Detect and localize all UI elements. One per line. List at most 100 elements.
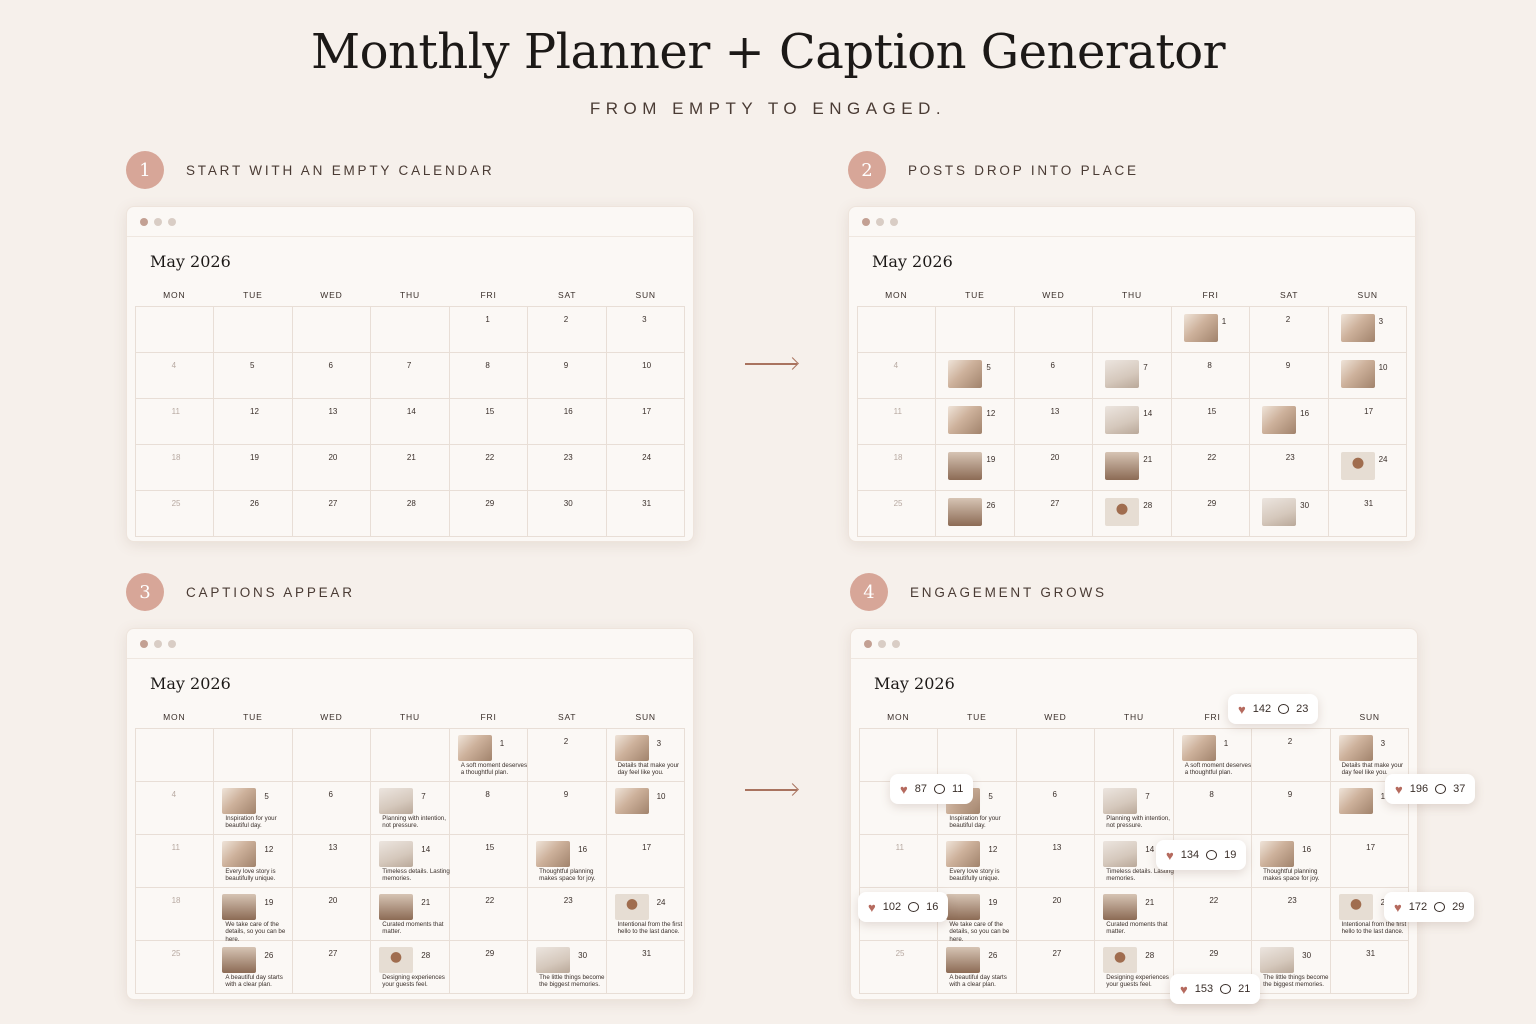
calendar-day-cell[interactable]: 27 [1014, 491, 1094, 537]
post-thumbnail[interactable] [614, 788, 649, 814]
post-thumbnail[interactable] [379, 788, 414, 814]
window-minimize-dot[interactable] [154, 217, 162, 226]
calendar-day-cell[interactable]: 16 Thoughtful planning makes space for jo… [528, 835, 607, 888]
calendar-day-cell[interactable] [136, 729, 215, 782]
calendar-day-cell[interactable] [292, 729, 372, 782]
post-thumbnail[interactable] [1338, 788, 1373, 814]
calendar-day-cell[interactable]: 23 [528, 888, 607, 941]
calendar-day-cell[interactable] [292, 307, 372, 353]
calendar-day-cell[interactable]: 20 [292, 445, 372, 491]
calendar-day-cell[interactable]: 6 [292, 782, 372, 835]
calendar-day-cell[interactable]: 27 [292, 491, 372, 537]
calendar-day-cell[interactable]: 7 [1093, 353, 1172, 399]
post-thumbnail[interactable] [536, 841, 571, 867]
calendar-day-cell[interactable]: 4 [858, 353, 937, 399]
calendar-day-cell[interactable]: 4 [136, 353, 215, 399]
post-thumbnail[interactable] [1105, 498, 1140, 526]
calendar-day-cell[interactable]: 21 [1093, 445, 1172, 491]
window-close-dot[interactable] [140, 639, 148, 648]
calendar-day-cell[interactable]: 7 Planning with intention, not pressure. [1095, 782, 1174, 835]
post-thumbnail[interactable] [222, 947, 257, 973]
calendar-day-cell[interactable]: 20 [1014, 445, 1094, 491]
calendar-day-cell[interactable]: 11 [136, 399, 215, 445]
calendar-day-cell[interactable]: 9 [528, 353, 607, 399]
calendar-day-cell[interactable]: 17 [606, 399, 685, 445]
calendar-day-cell[interactable]: 2 [1250, 307, 1329, 353]
calendar-day-cell[interactable]: 24 [606, 445, 685, 491]
calendar-day-cell[interactable]: 15 [449, 399, 529, 445]
window-zoom-dot[interactable] [168, 217, 176, 226]
calendar-day-cell[interactable]: 5 Inspiration for your beautiful day. [214, 782, 293, 835]
calendar-day-cell[interactable]: 25 [136, 941, 215, 994]
post-thumbnail[interactable] [379, 841, 414, 867]
calendar-day-cell[interactable]: 4 [136, 782, 215, 835]
calendar-day-cell[interactable]: 13 [1014, 399, 1094, 445]
calendar-day-cell[interactable]: 11 [136, 835, 215, 888]
post-thumbnail[interactable] [1105, 452, 1140, 480]
calendar-day-cell[interactable]: 19 [214, 445, 293, 491]
calendar-day-cell[interactable]: 3 Details that make your day feel like yo… [606, 729, 685, 782]
calendar-day-cell[interactable] [214, 307, 293, 353]
window-close-dot[interactable] [140, 217, 148, 226]
post-thumbnail[interactable] [614, 894, 649, 920]
calendar-day-cell[interactable]: 6 [1016, 782, 1096, 835]
post-thumbnail[interactable] [614, 735, 649, 761]
calendar-day-cell[interactable]: 12 Every love story is beautifully unique… [938, 835, 1017, 888]
calendar-day-cell[interactable]: 17 [1328, 399, 1407, 445]
calendar-day-cell[interactable]: 26 [214, 491, 293, 537]
post-thumbnail[interactable] [1340, 360, 1375, 388]
calendar-day-cell[interactable]: 3 [1328, 307, 1407, 353]
window-zoom-dot[interactable] [892, 639, 900, 648]
calendar-day-cell[interactable] [938, 729, 1017, 782]
calendar-day-cell[interactable]: 23 [528, 445, 607, 491]
post-thumbnail[interactable] [536, 947, 571, 973]
post-thumbnail[interactable] [946, 841, 981, 867]
post-thumbnail[interactable] [1183, 314, 1218, 342]
calendar-day-cell[interactable]: 9 [1252, 782, 1331, 835]
calendar-day-cell[interactable]: 1 A soft moment deserves a thoughtful pla… [1173, 729, 1253, 782]
post-thumbnail[interactable] [457, 735, 492, 761]
calendar-day-cell[interactable]: 15 [449, 835, 529, 888]
calendar-day-cell[interactable] [371, 729, 450, 782]
post-thumbnail[interactable] [1260, 841, 1295, 867]
calendar-day-cell[interactable]: 26 A beautiful day starts with a clear pl… [938, 941, 1017, 994]
window-close-dot[interactable] [862, 217, 870, 226]
calendar-day-cell[interactable]: 22 [1173, 888, 1253, 941]
post-thumbnail[interactable] [1181, 735, 1216, 761]
post-thumbnail[interactable] [1103, 947, 1138, 973]
calendar-day-cell[interactable]: 21 Curated moments that matter. [371, 888, 450, 941]
calendar-day-cell[interactable]: 26 [936, 491, 1015, 537]
calendar-day-cell[interactable]: 18 [136, 888, 215, 941]
calendar-day-cell[interactable]: 28 [1093, 491, 1172, 537]
calendar-day-cell[interactable]: 3 Details that make your day feel like yo… [1330, 729, 1409, 782]
calendar-day-cell[interactable]: 29 [1171, 491, 1251, 537]
calendar-day-cell[interactable] [214, 729, 293, 782]
post-thumbnail[interactable] [1338, 735, 1373, 761]
calendar-day-cell[interactable] [1016, 729, 1096, 782]
calendar-day-cell[interactable]: 30 [1250, 491, 1329, 537]
post-thumbnail[interactable] [222, 788, 257, 814]
calendar-day-cell[interactable]: 10 [606, 353, 685, 399]
calendar-day-cell[interactable] [858, 307, 937, 353]
post-thumbnail[interactable] [1105, 360, 1140, 388]
calendar-day-cell[interactable]: 13 [292, 399, 372, 445]
window-minimize-dot[interactable] [876, 217, 884, 226]
calendar-day-cell[interactable]: 2 [528, 307, 607, 353]
calendar-day-cell[interactable]: 30 [528, 491, 607, 537]
calendar-day-cell[interactable]: 31 [1328, 491, 1407, 537]
calendar-day-cell[interactable]: 11 [860, 835, 939, 888]
calendar-day-cell[interactable]: 19 We take care of the details, so you ca… [214, 888, 293, 943]
calendar-day-cell[interactable]: 17 [606, 835, 685, 888]
post-thumbnail[interactable] [1340, 452, 1375, 480]
calendar-day-cell[interactable]: 8 [449, 353, 529, 399]
post-thumbnail[interactable] [1103, 788, 1138, 814]
post-thumbnail[interactable] [948, 452, 983, 480]
window-minimize-dot[interactable] [154, 639, 162, 648]
calendar-day-cell[interactable]: 14 [371, 399, 450, 445]
calendar-day-cell[interactable]: 28 Designing experiences your guests feel… [1095, 941, 1174, 994]
calendar-day-cell[interactable]: 26 A beautiful day starts with a clear pl… [214, 941, 293, 994]
post-thumbnail[interactable] [948, 406, 983, 434]
post-thumbnail[interactable] [379, 947, 414, 973]
calendar-day-cell[interactable]: 23 [1252, 888, 1331, 941]
post-thumbnail[interactable] [948, 360, 983, 388]
